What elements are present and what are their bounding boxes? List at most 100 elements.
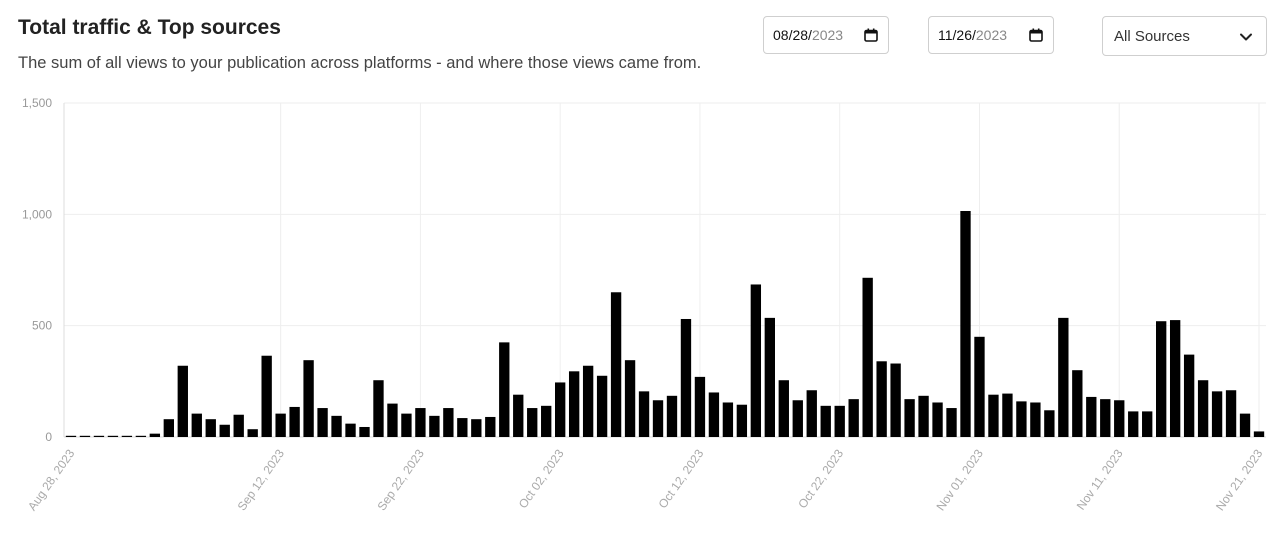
traffic-bar[interactable] xyxy=(471,419,482,437)
traffic-bar[interactable] xyxy=(834,405,845,437)
traffic-bar[interactable] xyxy=(694,376,706,437)
traffic-bar[interactable] xyxy=(233,414,244,437)
traffic-bar[interactable] xyxy=(1044,410,1055,437)
traffic-bar[interactable] xyxy=(778,380,789,437)
traffic-bar[interactable] xyxy=(107,435,119,437)
y-tick-label: 0 xyxy=(45,430,52,444)
traffic-bar[interactable] xyxy=(177,365,188,437)
traffic-bar[interactable] xyxy=(1211,391,1223,437)
traffic-bar[interactable] xyxy=(401,413,412,437)
traffic-bar[interactable] xyxy=(317,408,328,437)
traffic-bar[interactable] xyxy=(652,400,664,437)
traffic-bar[interactable] xyxy=(345,423,356,437)
traffic-bar[interactable] xyxy=(1156,321,1167,437)
calendar-icon[interactable] xyxy=(864,28,878,42)
traffic-bar[interactable] xyxy=(1183,354,1195,437)
traffic-bar[interactable] xyxy=(261,355,272,437)
traffic-bar[interactable] xyxy=(946,408,957,437)
x-tick-label: Aug 28, 2023 xyxy=(25,446,78,513)
traffic-bar[interactable] xyxy=(890,363,901,437)
traffic-bar[interactable] xyxy=(527,408,538,437)
x-tick-label: Oct 02, 2023 xyxy=(516,446,567,511)
traffic-bar[interactable] xyxy=(1128,411,1139,437)
traffic-bar[interactable] xyxy=(303,360,314,437)
traffic-bar[interactable] xyxy=(848,399,859,437)
traffic-bar[interactable] xyxy=(387,403,398,437)
traffic-bar[interactable] xyxy=(485,416,496,437)
traffic-bar[interactable] xyxy=(596,375,608,437)
traffic-bar[interactable] xyxy=(806,390,817,437)
traffic-bar[interactable] xyxy=(974,336,985,437)
traffic-bar[interactable] xyxy=(1225,390,1237,437)
traffic-bar[interactable] xyxy=(568,371,580,437)
traffic-bar[interactable] xyxy=(1086,396,1097,437)
traffic-bar[interactable] xyxy=(638,391,650,437)
traffic-bar[interactable] xyxy=(1058,317,1069,437)
traffic-bar[interactable] xyxy=(555,382,566,437)
start-date-input[interactable]: 08/28/2023 xyxy=(763,16,889,54)
traffic-bar[interactable] xyxy=(149,433,161,437)
traffic-bar[interactable] xyxy=(610,292,622,437)
traffic-bar[interactable] xyxy=(415,408,426,437)
chart-title: Total traffic & Top sources xyxy=(18,16,281,39)
calendar-icon[interactable] xyxy=(1029,28,1043,42)
x-tick-label: Nov 21, 2023 xyxy=(1213,446,1266,513)
x-tick-label: Sep 22, 2023 xyxy=(374,446,427,513)
traffic-bar[interactable] xyxy=(191,413,202,437)
y-axis-ticks: 0 500 1,000 1,500 xyxy=(22,96,52,444)
traffic-bar[interactable] xyxy=(1016,401,1027,437)
traffic-bar[interactable] xyxy=(359,426,370,437)
traffic-bar[interactable] xyxy=(624,360,636,437)
traffic-bar[interactable] xyxy=(219,424,230,437)
traffic-bar[interactable] xyxy=(247,429,258,437)
traffic-bar[interactable] xyxy=(457,418,468,437)
traffic-bar[interactable] xyxy=(1100,399,1111,437)
traffic-bar[interactable] xyxy=(582,365,594,437)
source-select[interactable]: All Sources xyxy=(1102,16,1267,56)
traffic-bar[interactable] xyxy=(960,210,971,437)
traffic-bar[interactable] xyxy=(708,392,720,437)
traffic-bar[interactable] xyxy=(736,404,748,437)
traffic-bar[interactable] xyxy=(135,435,147,437)
traffic-bar[interactable] xyxy=(918,395,929,437)
traffic-bar[interactable] xyxy=(443,408,454,437)
traffic-bar[interactable] xyxy=(1002,393,1013,437)
traffic-bar[interactable] xyxy=(1114,400,1125,437)
traffic-bar[interactable] xyxy=(373,380,384,437)
traffic-bar[interactable] xyxy=(792,400,803,437)
traffic-bar[interactable] xyxy=(1253,431,1265,437)
traffic-bar[interactable] xyxy=(93,435,105,437)
traffic-bar[interactable] xyxy=(932,402,943,437)
traffic-bar[interactable] xyxy=(750,284,762,437)
traffic-bar[interactable] xyxy=(1239,413,1251,437)
traffic-bar[interactable] xyxy=(722,402,734,437)
traffic-bar[interactable] xyxy=(1072,370,1083,437)
traffic-bar[interactable] xyxy=(121,435,133,437)
traffic-bar[interactable] xyxy=(876,361,887,437)
traffic-bar[interactable] xyxy=(499,342,510,437)
traffic-bar[interactable] xyxy=(429,415,440,437)
traffic-bar[interactable] xyxy=(513,394,524,437)
traffic-bar[interactable] xyxy=(1169,320,1181,437)
end-date-input[interactable]: 11/26/2023 xyxy=(928,16,1054,54)
chevron-down-icon xyxy=(1240,33,1252,41)
traffic-bar[interactable] xyxy=(79,435,91,437)
traffic-bar[interactable] xyxy=(820,405,831,437)
traffic-bar[interactable] xyxy=(862,277,873,437)
traffic-bar[interactable] xyxy=(65,435,77,437)
traffic-bar-chart: 0 500 1,000 1,500 Aug 28, 2023 Sep 12, 2023 S… xyxy=(22,96,1266,513)
traffic-bar[interactable] xyxy=(666,395,678,437)
traffic-bar[interactable] xyxy=(764,317,775,437)
traffic-bar[interactable] xyxy=(904,399,915,437)
traffic-bar[interactable] xyxy=(331,415,342,437)
traffic-bar[interactable] xyxy=(1030,402,1041,437)
traffic-bar[interactable] xyxy=(289,406,300,437)
traffic-bar[interactable] xyxy=(680,318,692,437)
traffic-bar[interactable] xyxy=(163,419,174,437)
traffic-bar[interactable] xyxy=(1197,380,1209,437)
traffic-bar[interactable] xyxy=(275,413,286,437)
traffic-bar[interactable] xyxy=(988,394,999,437)
traffic-bar[interactable] xyxy=(1142,411,1153,437)
traffic-bar[interactable] xyxy=(541,405,552,437)
traffic-bar[interactable] xyxy=(205,419,216,437)
